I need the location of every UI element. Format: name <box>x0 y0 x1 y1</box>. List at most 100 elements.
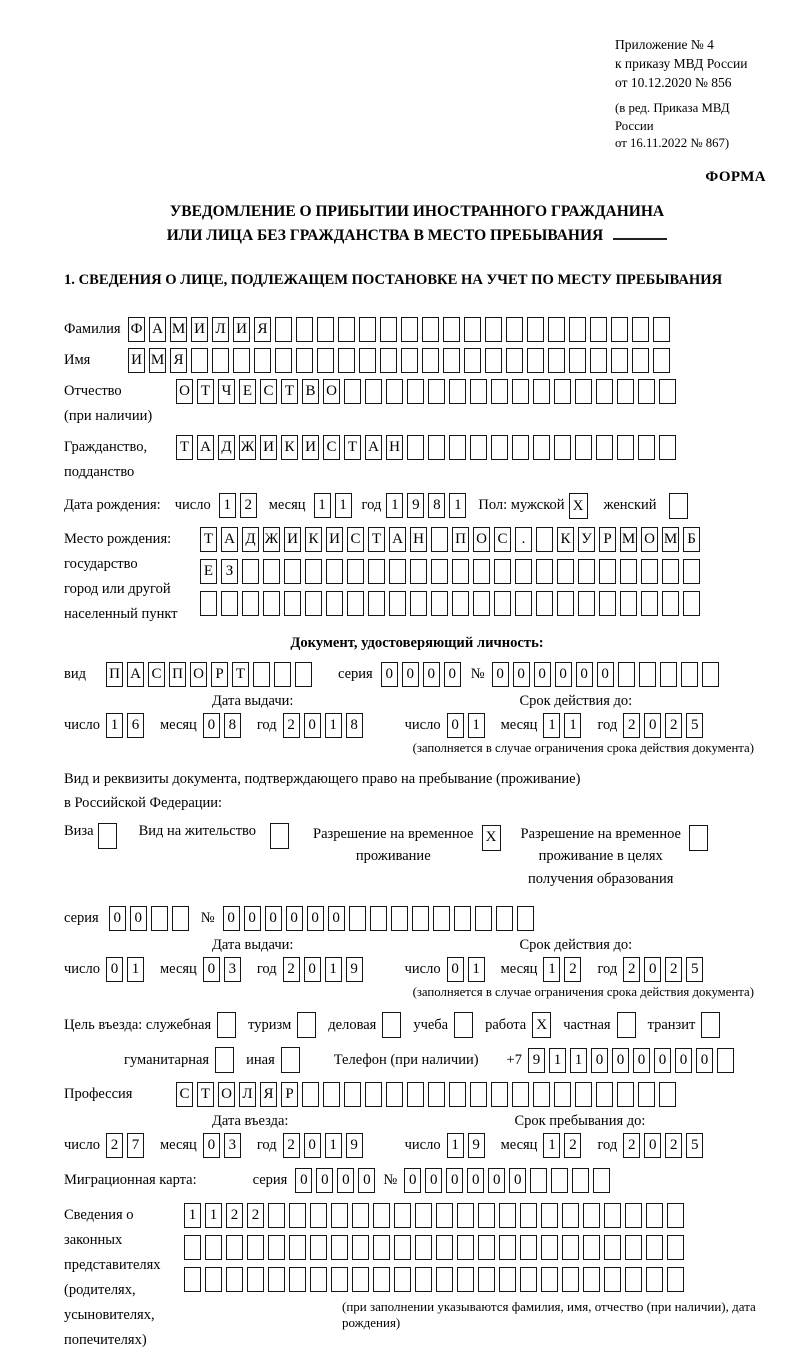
char-box[interactable]: 2 <box>282 713 300 739</box>
char-box[interactable] <box>515 591 532 617</box>
char-box[interactable] <box>470 1082 487 1108</box>
char-box[interactable] <box>536 527 553 553</box>
char-box[interactable] <box>478 1203 495 1229</box>
char-box[interactable] <box>653 317 670 343</box>
char-box[interactable] <box>515 559 532 585</box>
char-box[interactable] <box>604 1203 621 1229</box>
char-box[interactable] <box>536 559 553 585</box>
char-box[interactable]: 8 <box>428 493 446 519</box>
char-box[interactable] <box>305 559 322 585</box>
char-box[interactable] <box>295 662 312 688</box>
char-box[interactable] <box>646 1267 663 1293</box>
char-box[interactable] <box>431 559 448 585</box>
char-box[interactable]: 2 <box>623 713 641 739</box>
char-box[interactable] <box>478 1267 495 1293</box>
char-box[interactable] <box>373 1203 390 1229</box>
char-box[interactable]: 2 <box>239 493 257 519</box>
char-box[interactable] <box>583 1267 600 1293</box>
char-box[interactable]: Е <box>239 379 256 405</box>
char-box[interactable] <box>554 1082 571 1108</box>
char-box[interactable] <box>382 1012 402 1039</box>
char-box[interactable] <box>317 348 334 374</box>
char-box[interactable] <box>310 1267 327 1293</box>
char-box[interactable]: Ч <box>218 379 235 405</box>
char-box[interactable]: 0 <box>303 957 321 983</box>
char-box[interactable] <box>263 591 280 617</box>
char-box[interactable] <box>171 906 189 932</box>
char-box[interactable] <box>662 559 679 585</box>
char-box[interactable]: Т <box>197 379 214 405</box>
char-box[interactable]: 0 <box>695 1047 713 1073</box>
char-box[interactable]: 2 <box>282 957 300 983</box>
char-box[interactable] <box>436 1267 453 1293</box>
char-box[interactable]: 0 <box>575 662 593 688</box>
char-box[interactable]: 1 <box>324 957 342 983</box>
char-box[interactable]: 1 <box>467 713 485 739</box>
char-box[interactable] <box>386 379 403 405</box>
char-box[interactable] <box>557 591 574 617</box>
char-box[interactable]: А <box>365 435 382 461</box>
char-box[interactable] <box>457 1203 474 1229</box>
char-box[interactable] <box>242 591 259 617</box>
char-box[interactable]: Р <box>281 1082 298 1108</box>
char-box[interactable]: 0 <box>446 957 464 983</box>
char-box[interactable]: 3 <box>223 957 241 983</box>
char-box[interactable] <box>494 559 511 585</box>
char-box[interactable]: 1 <box>334 493 352 519</box>
char-box[interactable] <box>428 435 445 461</box>
char-box[interactable]: И <box>284 527 301 553</box>
char-box[interactable] <box>275 317 292 343</box>
char-box[interactable]: 0 <box>590 1047 608 1073</box>
char-box[interactable] <box>302 1082 319 1108</box>
char-box[interactable] <box>428 379 445 405</box>
char-box[interactable]: М <box>170 317 187 343</box>
char-box[interactable] <box>184 1267 201 1293</box>
char-box[interactable] <box>233 348 250 374</box>
char-box[interactable] <box>604 1267 621 1293</box>
char-box[interactable] <box>200 591 217 617</box>
char-box[interactable] <box>583 1235 600 1261</box>
char-box[interactable]: 0 <box>644 713 662 739</box>
char-box[interactable]: Я <box>254 317 271 343</box>
char-box[interactable] <box>347 559 364 585</box>
char-box[interactable]: 9 <box>345 957 363 983</box>
char-box[interactable] <box>352 1235 369 1261</box>
char-box[interactable]: . <box>515 527 532 553</box>
char-box[interactable]: О <box>176 379 193 405</box>
char-box[interactable]: А <box>149 317 166 343</box>
char-box[interactable] <box>217 1012 237 1039</box>
char-box[interactable] <box>407 379 424 405</box>
char-box[interactable]: 0 <box>596 662 614 688</box>
char-box[interactable] <box>323 1082 340 1108</box>
char-box[interactable] <box>305 591 322 617</box>
char-box[interactable] <box>296 348 313 374</box>
char-box[interactable]: 1 <box>449 493 467 519</box>
char-box[interactable] <box>407 1082 424 1108</box>
char-box[interactable] <box>454 1012 474 1039</box>
char-box[interactable]: Т <box>200 527 217 553</box>
char-box[interactable] <box>242 559 259 585</box>
char-box[interactable] <box>326 559 343 585</box>
char-box[interactable]: 0 <box>425 1168 443 1194</box>
char-box[interactable] <box>289 1203 306 1229</box>
char-box[interactable]: С <box>260 379 277 405</box>
char-box[interactable] <box>541 1267 558 1293</box>
char-box[interactable]: 0 <box>337 1168 355 1194</box>
char-box[interactable] <box>557 559 574 585</box>
char-box[interactable] <box>390 906 408 932</box>
char-box[interactable]: 0 <box>644 1133 662 1159</box>
char-box[interactable]: П <box>169 662 186 688</box>
char-box[interactable] <box>205 1267 222 1293</box>
char-box[interactable] <box>516 906 534 932</box>
char-box[interactable]: М <box>662 527 679 553</box>
char-box[interactable] <box>344 379 361 405</box>
char-box[interactable]: Я <box>170 348 187 374</box>
char-box[interactable]: 0 <box>611 1047 629 1073</box>
char-box[interactable] <box>449 435 466 461</box>
char-box[interactable] <box>347 591 364 617</box>
char-box[interactable]: 1 <box>543 713 561 739</box>
char-box[interactable]: Н <box>410 527 427 553</box>
char-box[interactable]: И <box>128 348 145 374</box>
char-box[interactable]: 9 <box>345 1133 363 1159</box>
char-box[interactable] <box>494 591 511 617</box>
